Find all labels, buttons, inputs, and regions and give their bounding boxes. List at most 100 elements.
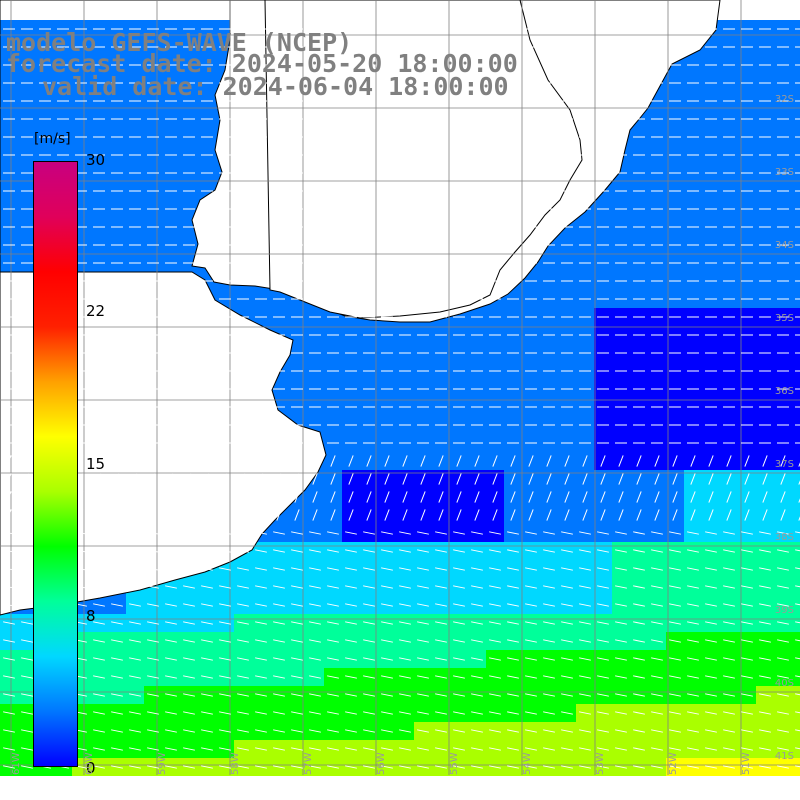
wind-arrow [183, 693, 195, 697]
legend-tick-0: 0 [86, 759, 96, 777]
wind-arrow [543, 531, 555, 535]
wind-arrow [111, 657, 123, 661]
wind-arrow [777, 603, 789, 607]
wind-arrow [489, 603, 501, 607]
wind-arrow [21, 675, 33, 679]
wind-arrow [759, 747, 771, 751]
wind-arrow [705, 675, 717, 679]
wind-arrow [669, 711, 681, 715]
wind-arrow [759, 711, 771, 715]
wind-arrow [579, 729, 591, 733]
wind-arrow [399, 639, 411, 643]
wind-arrow [129, 639, 141, 643]
wind-arrow [363, 621, 375, 625]
wind-arrow [132, 491, 138, 503]
wind-arrow [363, 765, 375, 769]
wind-arrow [453, 729, 465, 733]
wind-arrow [147, 603, 159, 607]
wind-arrow [183, 639, 195, 643]
wind-arrow [561, 621, 573, 625]
wind-arrow [3, 567, 15, 571]
wind-arrow [780, 491, 786, 503]
wind-arrow [543, 585, 555, 589]
wind-arrow [579, 765, 591, 769]
wind-arrow [741, 621, 753, 625]
wind-arrow [183, 567, 195, 571]
wind-arrow [240, 491, 246, 503]
lon-label-53w: 53W [595, 752, 606, 775]
wind-arrow [219, 531, 231, 535]
wind-arrow [543, 639, 555, 643]
wind-arrow [345, 693, 357, 697]
wind-arrow [273, 765, 285, 769]
wind-arrow [741, 711, 753, 715]
wind-arrow [435, 675, 447, 679]
wind-arrow [399, 657, 411, 661]
wind-arrow [489, 621, 501, 625]
wind-arrow [795, 747, 800, 750]
wind-arrow [687, 585, 699, 589]
wind-arrow [489, 567, 501, 571]
wind-arrow [672, 491, 678, 503]
wind-arrow [399, 747, 411, 751]
wind-arrow [453, 531, 465, 535]
wind-arrow [186, 473, 192, 485]
wind-arrow [294, 455, 300, 467]
wind-arrow [600, 491, 606, 503]
wind-arrow [327, 657, 339, 661]
wind-arrow [507, 693, 519, 697]
wind-arrow [579, 675, 591, 679]
wind-arrow [708, 491, 714, 503]
wind-arrow [507, 675, 519, 679]
wind-arrow [384, 509, 390, 521]
wind-arrow [471, 765, 483, 769]
wind-arrow [237, 639, 249, 643]
wind-arrow [237, 747, 249, 751]
wind-arrow [543, 693, 555, 697]
wind-arrow [309, 729, 321, 733]
wind-arrow [96, 491, 102, 503]
wind-arrow [687, 603, 699, 607]
land-uruguay-coast [264, 0, 583, 319]
wind-arrow [24, 491, 30, 503]
wind-arrow [777, 693, 789, 697]
wind-arrow [3, 693, 15, 697]
wind-arrow [669, 729, 681, 733]
wind-arrow [165, 621, 177, 625]
wind-arrow [705, 765, 717, 769]
wind-arrow [21, 621, 33, 625]
wind-arrow [291, 657, 303, 661]
wind-arrow [705, 531, 717, 535]
wind-arrow [219, 675, 231, 679]
wind-arrow [381, 603, 393, 607]
wind-arrow [363, 585, 375, 589]
wind-arrow [363, 531, 375, 535]
wind-arrow [291, 549, 303, 553]
wind-arrow [381, 639, 393, 643]
wind-arrow [201, 729, 213, 733]
wind-arrow [291, 621, 303, 625]
wind-arrow [543, 657, 555, 661]
wind-arrow [219, 639, 231, 643]
wind-arrow [219, 765, 231, 769]
wind-arrow [294, 473, 300, 485]
wind-arrow [327, 585, 339, 589]
wind-arrow [366, 473, 372, 485]
wind-arrow [273, 549, 285, 553]
wind-arrow [6, 473, 12, 485]
wind-arrow [615, 603, 627, 607]
wind-arrow [273, 621, 285, 625]
wind-arrow [147, 729, 159, 733]
wind-arrow [363, 639, 375, 643]
wind-arrow [21, 549, 33, 553]
wind-arrow [543, 621, 555, 625]
wind-arrow [381, 567, 393, 571]
wind-arrow [201, 675, 213, 679]
wind-arrow [201, 621, 213, 625]
wind-arrow [417, 747, 429, 751]
wind-arrow [672, 509, 678, 521]
wind-arrow [762, 455, 768, 467]
wind-arrow [309, 639, 321, 643]
wind-arrow [687, 639, 699, 643]
wind-arrow [795, 549, 800, 552]
